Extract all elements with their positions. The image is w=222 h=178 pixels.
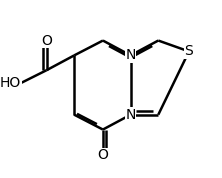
Text: N: N <box>125 48 136 62</box>
Text: O: O <box>41 33 52 48</box>
Text: O: O <box>97 148 108 162</box>
Text: S: S <box>184 44 193 58</box>
Text: HO: HO <box>0 76 21 90</box>
Text: N: N <box>125 108 136 122</box>
